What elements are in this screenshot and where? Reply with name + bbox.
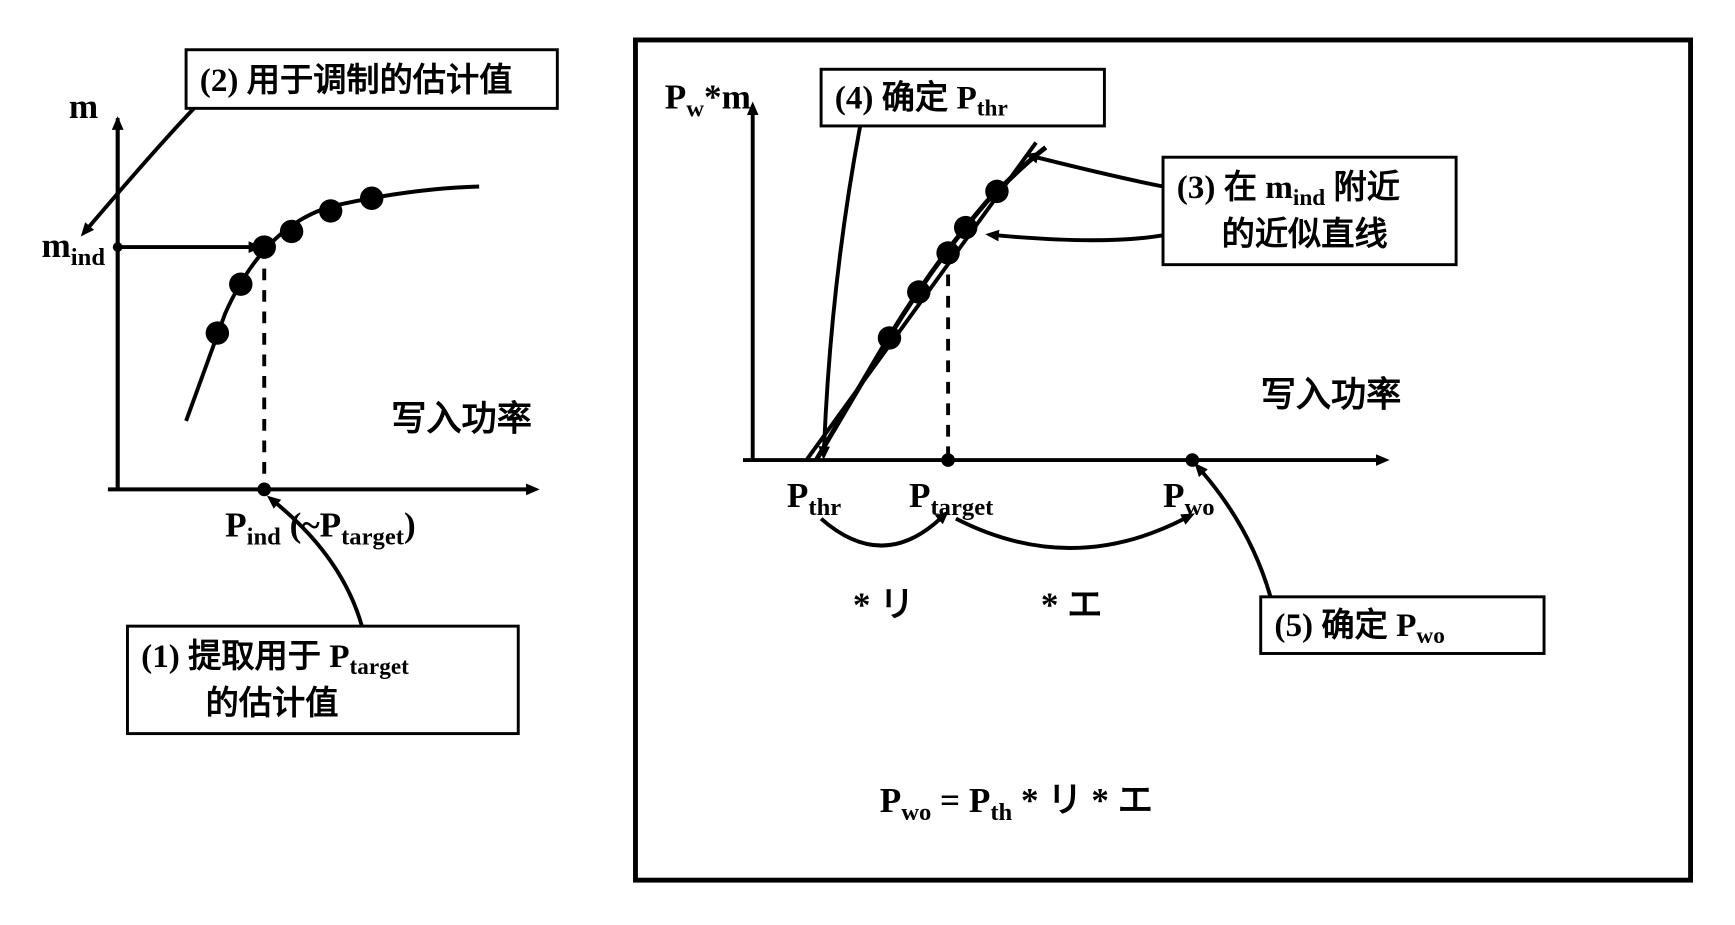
- svg-text:写入功率: 写入功率: [1261, 375, 1402, 414]
- svg-text:mind: mind: [41, 226, 105, 270]
- svg-text:(3) 在 mind 附近: (3) 在 mind 附近: [1177, 169, 1400, 211]
- svg-text:(2) 用于调制的估计值: (2) 用于调制的估计值: [200, 62, 513, 99]
- svg-text:的近似直线: 的近似直线: [1222, 216, 1388, 253]
- svg-text:Pwo: Pwo: [1163, 476, 1215, 520]
- svg-text:Pind (~Ptarget): Pind (~Ptarget): [225, 505, 416, 550]
- svg-text:Pw*m: Pw*m: [665, 77, 751, 121]
- svg-text:Ptarget: Ptarget: [909, 476, 994, 520]
- svg-text:* エ: * エ: [1041, 585, 1103, 624]
- diagram-svg: (2) 用于调制的估计值m写入功率mindPind (~Ptarget)(1) …: [20, 20, 1715, 905]
- svg-text:写入功率: 写入功率: [391, 400, 532, 439]
- svg-text:* リ: * リ: [853, 585, 915, 624]
- svg-text:的估计值: 的估计值: [206, 685, 339, 722]
- svg-text:Pwo = Pth * リ * エ: Pwo = Pth * リ * エ: [880, 781, 1153, 825]
- svg-text:Pthr: Pthr: [787, 476, 841, 520]
- svg-text:m: m: [69, 87, 98, 126]
